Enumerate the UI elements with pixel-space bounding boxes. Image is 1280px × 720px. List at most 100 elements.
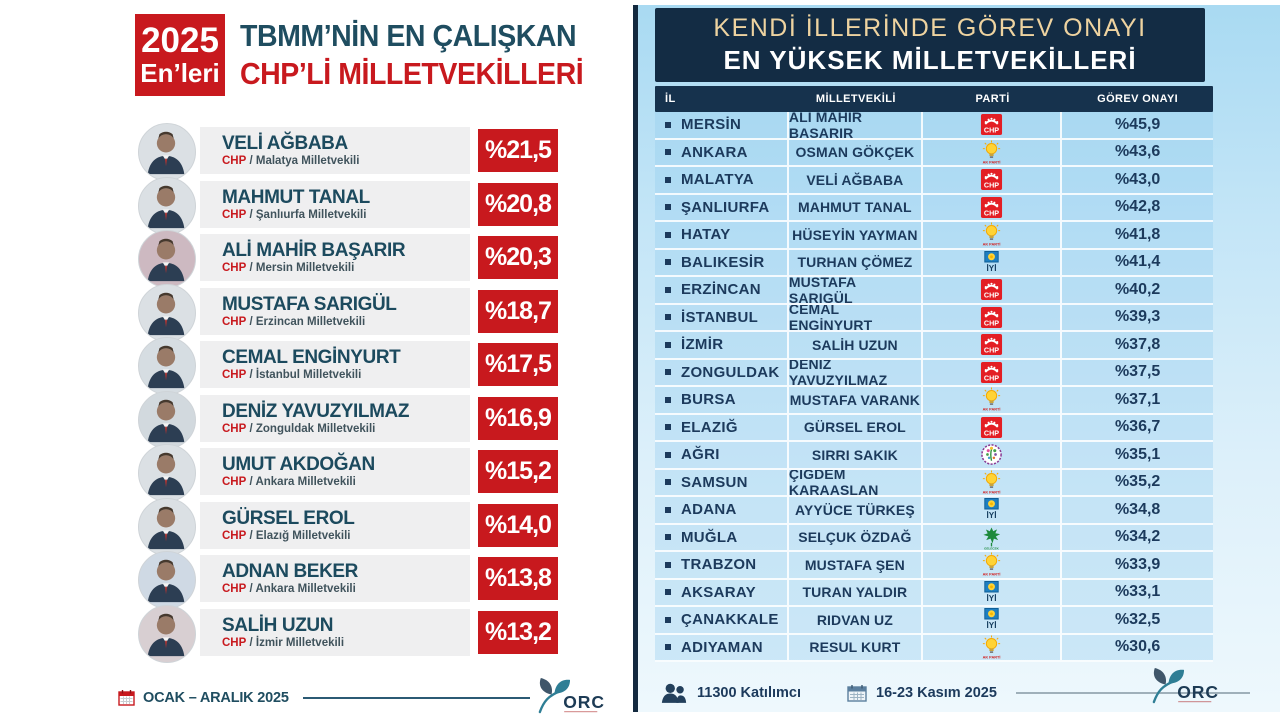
table-row: MERSİN ALİ MAHİR BAŞARIR CHP %45,9 [655, 112, 1213, 140]
cell-deputy: SELÇUK ÖZDAĞ [789, 524, 923, 550]
party-logo-chp-icon: CHP [981, 334, 1003, 356]
left-footer: OCAK – ARALIK 2025 [118, 689, 530, 706]
province-text: BALIKESİR [681, 253, 765, 271]
deputy-photo [138, 390, 196, 449]
cell-party: CHP [923, 277, 1063, 303]
bullet-square-icon [665, 341, 671, 348]
party-logo-chp-icon: CHP [981, 361, 1003, 383]
deputy-name: VELİ AĞBABA [222, 133, 348, 154]
deputy-name: SALİH UZUN [222, 614, 334, 636]
deputy-row: MAHMUT TANAL CHP / Şanlıurfa Milletvekili… [0, 176, 633, 235]
approval-badge: %21,5 [478, 129, 558, 172]
orc-logo: ORC [534, 676, 608, 714]
approval-badge: %13,2 [478, 610, 558, 654]
deputy-subtitle: CHP / İstanbul Milletvekili [222, 368, 470, 382]
deputy-row: VELİ AĞBABA CHP / Malatya Milletvekili %21… [0, 123, 633, 181]
deputy-district: / Elazığ Milletvekili [249, 529, 351, 542]
cell-deputy: ALİ MAHİR BAŞARIR [789, 112, 923, 138]
party-logo-iyi-icon: İYİ [984, 498, 999, 520]
person-silhouette-icon [147, 238, 185, 282]
deputy-party: CHP [222, 583, 247, 595]
deputy-info-bar: MAHMUT TANAL CHP / Şanlıurfa Milletvekili [200, 180, 470, 228]
party-logo-chp-icon: CHP [981, 114, 1003, 136]
table-row: ERZİNCAN MUSTAFA SARIGÜL CHP %40,2 [655, 277, 1213, 305]
participants-icon [660, 682, 688, 705]
province-text: ADANA [681, 501, 737, 519]
bullet-square-icon [665, 259, 671, 266]
cell-deputy: RESUL KURT [789, 634, 923, 660]
person-silhouette-icon [147, 506, 185, 549]
bullet-square-icon [665, 231, 671, 238]
bullet-square-icon [665, 176, 671, 183]
province-text: AKSARAY [681, 583, 756, 601]
deputy-name: UMUT AKDOĞAN [222, 454, 375, 475]
cell-party [923, 442, 1063, 468]
right-title-line-2: EN YÜKSEK MİLLETVEKİLLERİ [723, 45, 1137, 76]
approval-table: İL MİLLETVEKİLİ PARTİ GÖREV ONAYI MERSİN… [655, 86, 1213, 662]
bullet-square-icon [665, 644, 671, 651]
calendar-icon [118, 689, 135, 706]
cell-province: ADIYAMAN [655, 634, 789, 660]
table-header-row: İL MİLLETVEKİLİ PARTİ GÖREV ONAYI [655, 86, 1213, 112]
deputy-photo [138, 230, 196, 288]
deputy-photo [138, 444, 196, 502]
deputy-name: MUSTAFA SARIGÜL [222, 293, 397, 315]
table-row: ELAZIĞ GÜRSEL EROL CHP %36,7 [655, 414, 1213, 442]
svg-text:CHP: CHP [984, 209, 999, 217]
cell-party: İYİ [923, 497, 1063, 523]
province-text: ŞANLIURFA [681, 198, 770, 216]
svg-text:CHP: CHP [984, 429, 999, 437]
svg-text:AK PARTİ: AK PARTİ [983, 243, 1001, 247]
cell-party: CHP [923, 359, 1063, 385]
deputy-info-bar: SALİH UZUN CHP / İzmir Milletvekili [200, 608, 470, 656]
left-panel-title: TBMM’NİN EN ÇALIŞKAN CHP’Lİ MİLLETVEKİLL… [240, 17, 584, 93]
cell-deputy: MUSTAFA ŞEN [789, 552, 923, 578]
table-row: MALATYA VELİ AĞBABA CHP %43,0 [655, 167, 1213, 195]
party-logo-iyi-icon: İYİ [984, 580, 999, 603]
party-logo-chp-icon: CHP [981, 279, 1003, 301]
bullet-square-icon [665, 561, 671, 568]
deputy-photo [138, 337, 196, 395]
cell-province: İZMİR [655, 332, 789, 358]
cell-deputy: SALİH UZUN [789, 332, 923, 358]
deputy-photo [138, 497, 196, 556]
cell-province: ANKARA [655, 139, 789, 165]
table-row: AĞRI SIRRI SAKIK %35,1 [655, 442, 1213, 470]
person-silhouette-icon [147, 185, 185, 228]
deputy-name: ADNAN BEKER [222, 561, 358, 582]
cell-deputy: ÇİĞDEM KARAASLAN [789, 469, 923, 495]
deputy-district: / Ankara Milletvekili [249, 476, 356, 488]
province-text: MUĞLA [681, 528, 738, 546]
deputy-row: ADNAN BEKER CHP / Ankara Milletvekili %13,… [0, 551, 633, 609]
cell-deputy: SIRRI SAKIK [789, 442, 923, 468]
deputy-ranking-list: VELİ AĞBABA CHP / Malatya Milletvekili %21… [0, 123, 633, 663]
deputy-name: DENİZ YAVUZYILMAZ [222, 400, 410, 422]
deputy-photo [138, 604, 196, 663]
cell-approval: %39,3 [1114, 308, 1161, 326]
deputy-district: / İzmir Milletvekili [249, 636, 345, 649]
cell-party: AK PARTİ [923, 387, 1063, 413]
province-text: MALATYA [681, 171, 754, 189]
cell-deputy: MUSTAFA VARANK [789, 387, 923, 413]
cell-province: MUĞLA [655, 524, 789, 550]
party-logo-chp-icon: CHP [981, 196, 1003, 218]
cell-province: AĞRI [655, 442, 789, 468]
bullet-square-icon [665, 314, 671, 321]
cell-approval: %43,0 [1114, 170, 1161, 188]
table-row: ADIYAMAN RESUL KURT AK PARTİ %30,6 [655, 634, 1213, 662]
deputy-photo [138, 551, 196, 609]
person-silhouette-icon [147, 613, 185, 656]
cell-party: GELECEK [923, 524, 1063, 550]
cell-province: SAMSUN [655, 469, 789, 495]
table-row: AKSARAY TURAN YALDIR İYİ %33,1 [655, 579, 1213, 607]
orc-logo: ORC [1148, 666, 1222, 704]
person-silhouette-icon [147, 292, 185, 335]
cell-party: AK PARTİ [923, 139, 1063, 165]
province-text: MERSİN [681, 116, 742, 134]
bullet-square-icon [665, 616, 671, 623]
deputy-row: MUSTAFA SARIGÜL CHP / Erzincan Milletveki… [0, 283, 633, 342]
svg-text:CHP: CHP [984, 182, 999, 190]
svg-text:CHP: CHP [984, 319, 999, 327]
table-row: İSTANBUL CEMAL ENGİNYURT CHP %39,3 [655, 304, 1213, 332]
deputy-info-bar: CEMAL ENGİNYURT CHP / İstanbul Milletveki… [200, 341, 470, 388]
